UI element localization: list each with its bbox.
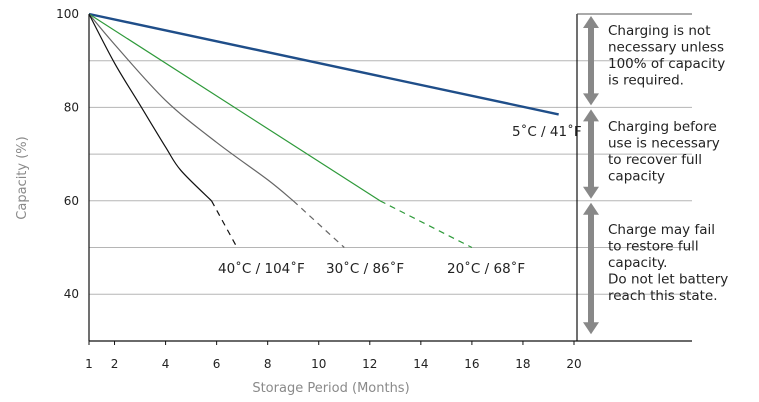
x-tick-1: 1 — [85, 357, 93, 371]
series-line-2 — [88, 13, 294, 202]
x-tick-6: 6 — [213, 357, 221, 371]
x-tick-12: 12 — [362, 357, 377, 371]
zone-arrow-shaft-2 — [588, 212, 594, 325]
zone-arrow-down-icon-0 — [583, 93, 599, 106]
zone-note-line: capacity — [608, 169, 665, 185]
series-line-0 — [88, 12, 559, 116]
series-line-3 — [88, 13, 212, 202]
x-tick-14: 14 — [413, 357, 428, 371]
zone-arrow-up-icon-1 — [583, 109, 599, 122]
x-tick-16: 16 — [464, 357, 479, 371]
x-tick-8: 8 — [264, 357, 272, 371]
zone-note-line: Charging is not — [608, 23, 711, 39]
series-label-1: 20˚C / 68˚F — [447, 260, 525, 277]
zones-layer: Charging is not necessary unless 100% of c… — [583, 16, 728, 335]
zone-note-line: use is necessary — [608, 136, 720, 152]
x-tick-10: 10 — [311, 357, 326, 371]
zone-note-line: to recover full — [608, 152, 702, 168]
zone-arrow-shaft-0 — [588, 26, 594, 96]
series-label-0: 5˚C / 41˚F — [512, 123, 582, 140]
zone-arrow-up-icon-0 — [583, 16, 599, 28]
x-axis-label: Storage Period (Months) — [252, 381, 409, 396]
zone-arrow-down-icon-2 — [583, 322, 599, 335]
zone-note-2: Charge may fail to restore full capacity. D… — [608, 222, 728, 304]
zone-note-line: Do not let battery — [608, 272, 728, 288]
zone-arrow-down-icon-1 — [583, 186, 599, 199]
zone-note-line: Charge may fail — [608, 222, 715, 238]
x-tick-20: 20 — [566, 357, 581, 371]
axes — [88, 13, 692, 342]
series-line-1 — [88, 13, 381, 202]
zone-arrow-shaft-1 — [588, 119, 594, 189]
zone-note-1: Charging before use is necessary to recove… — [608, 119, 720, 185]
zone-note-line: 100% of capacity — [608, 56, 725, 72]
zone-note-line: capacity. — [608, 255, 667, 271]
y-axis-label: Capacity (%) — [15, 136, 30, 219]
x-tick-4: 4 — [162, 357, 170, 371]
zone-note-line: is required. — [608, 73, 684, 89]
y-tick-60: 60 — [64, 194, 79, 208]
zone-note-0: Charging is not necessary unless 100% of c… — [608, 23, 725, 89]
x-tick-2: 2 — [111, 357, 119, 371]
series-line-dashed-1 — [379, 200, 473, 249]
zone-arrow-up-icon-2 — [583, 202, 599, 215]
zone-note-line: reach this state. — [608, 288, 718, 304]
series-label-2: 30˚C / 86˚F — [326, 260, 404, 277]
series-line-dashed-3 — [210, 200, 238, 248]
grid-lines — [89, 60, 692, 295]
zone-note-line: to restore full — [608, 239, 699, 255]
series-line-dashed-2 — [292, 200, 345, 248]
y-tick-100: 100 — [56, 7, 79, 21]
zone-note-line: Charging before — [608, 119, 717, 135]
series-label-3: 40˚C / 104˚F — [218, 260, 305, 277]
y-tick-80: 80 — [64, 100, 79, 114]
y-tick-40: 40 — [64, 287, 79, 301]
zone-note-line: necessary unless — [608, 40, 724, 56]
series-layer: 5˚C / 41˚F 20˚C / 68˚F 30˚C / 86˚F 40˚C / 1… — [88, 12, 582, 277]
x-tick-18: 18 — [515, 357, 530, 371]
